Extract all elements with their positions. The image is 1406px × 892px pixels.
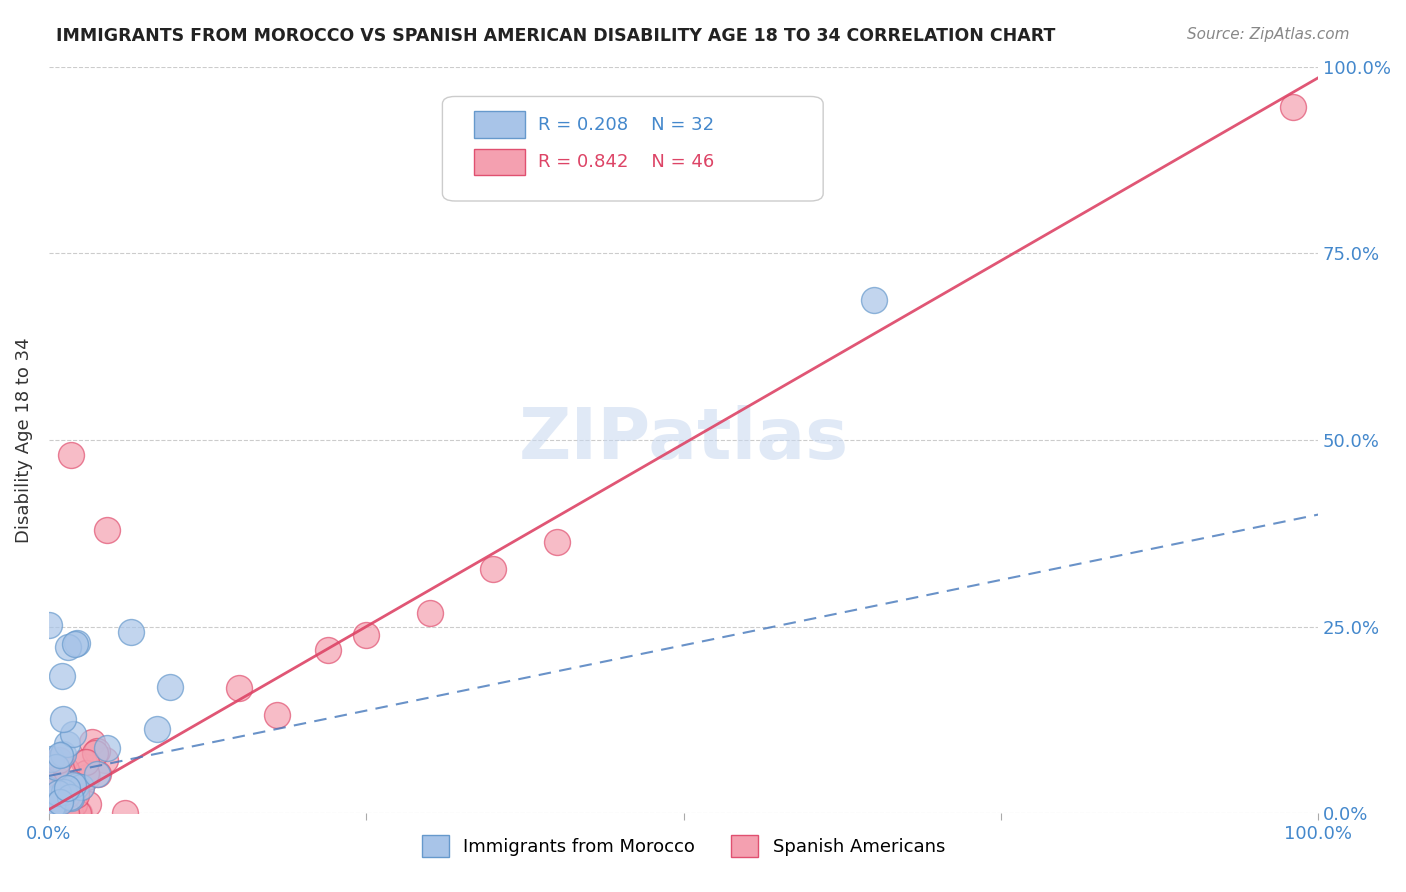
Point [419,606,441,620]
Point [49,795,72,809]
Point [55,763,77,777]
Point [863,293,886,307]
Text: IMMIGRANTS FROM MOROCCO VS SPANISH AMERICAN DISABILITY AGE 18 TO 34 CORRELATION : IMMIGRANTS FROM MOROCCO VS SPANISH AMERI… [56,27,1056,45]
Point [87,766,110,780]
Point [56,640,79,654]
Point [70,780,93,795]
Point [56,737,79,751]
Point [41,799,63,814]
Point [73,756,96,770]
FancyBboxPatch shape [474,112,524,137]
Point [316,643,339,657]
Point [146,722,169,736]
Point [86,766,108,780]
Point [65,783,87,797]
Point [52,712,75,726]
Point [44,806,66,821]
Point [41,795,63,809]
Point [53,806,76,821]
Point [266,707,288,722]
Point [48,754,70,768]
Point [45,772,67,786]
Point [94,753,117,767]
FancyBboxPatch shape [474,149,524,175]
Point [66,806,89,821]
Point [159,680,181,694]
Point [76,797,98,812]
Text: R = 0.208    N = 32: R = 0.208 N = 32 [537,116,714,134]
Point [39,802,62,816]
Text: R = 0.842    N = 46: R = 0.842 N = 46 [537,153,714,171]
Point [42,801,65,815]
Point [65,637,87,651]
Point [59,790,82,805]
Point [96,741,118,756]
Point [52,747,75,761]
Text: ZIPatlas: ZIPatlas [519,406,849,475]
Point [55,806,77,821]
Y-axis label: Disability Age 18 to 34: Disability Age 18 to 34 [15,337,32,542]
Point [76,770,98,784]
Point [96,523,118,537]
Point [1281,100,1303,114]
Point [66,636,89,650]
Point [114,806,136,821]
Point [51,669,73,683]
Point [62,778,84,792]
Point [52,785,75,799]
Point [75,765,97,780]
Point [38,618,60,632]
Point [228,681,250,695]
Point [80,735,103,749]
Point [62,727,84,741]
Point [49,788,72,802]
Point [38,782,60,797]
Point [55,806,77,821]
Point [39,792,62,806]
Point [65,779,87,793]
Point [45,789,67,804]
Point [70,780,93,794]
Point [84,746,107,760]
Point [75,756,97,770]
Point [546,535,568,549]
Point [59,806,82,821]
Point [45,760,67,774]
Point [67,806,90,821]
Point [356,628,378,642]
Point [56,788,79,802]
Point [46,786,69,800]
Point [63,797,86,811]
FancyBboxPatch shape [443,96,823,201]
Legend: Immigrants from Morocco, Spanish Americans: Immigrants from Morocco, Spanish America… [415,828,952,864]
Point [59,791,82,805]
Point [56,806,79,821]
Point [41,800,63,814]
Point [49,747,72,762]
Text: Source: ZipAtlas.com: Source: ZipAtlas.com [1187,27,1350,42]
Point [46,806,69,821]
Point [42,803,65,817]
Point [38,806,60,821]
Point [86,744,108,758]
Point [39,752,62,766]
Point [65,789,87,803]
Point [121,624,143,639]
Point [60,448,83,462]
Point [482,561,505,575]
Point [56,780,79,795]
Point [42,792,65,806]
Point [45,775,67,789]
